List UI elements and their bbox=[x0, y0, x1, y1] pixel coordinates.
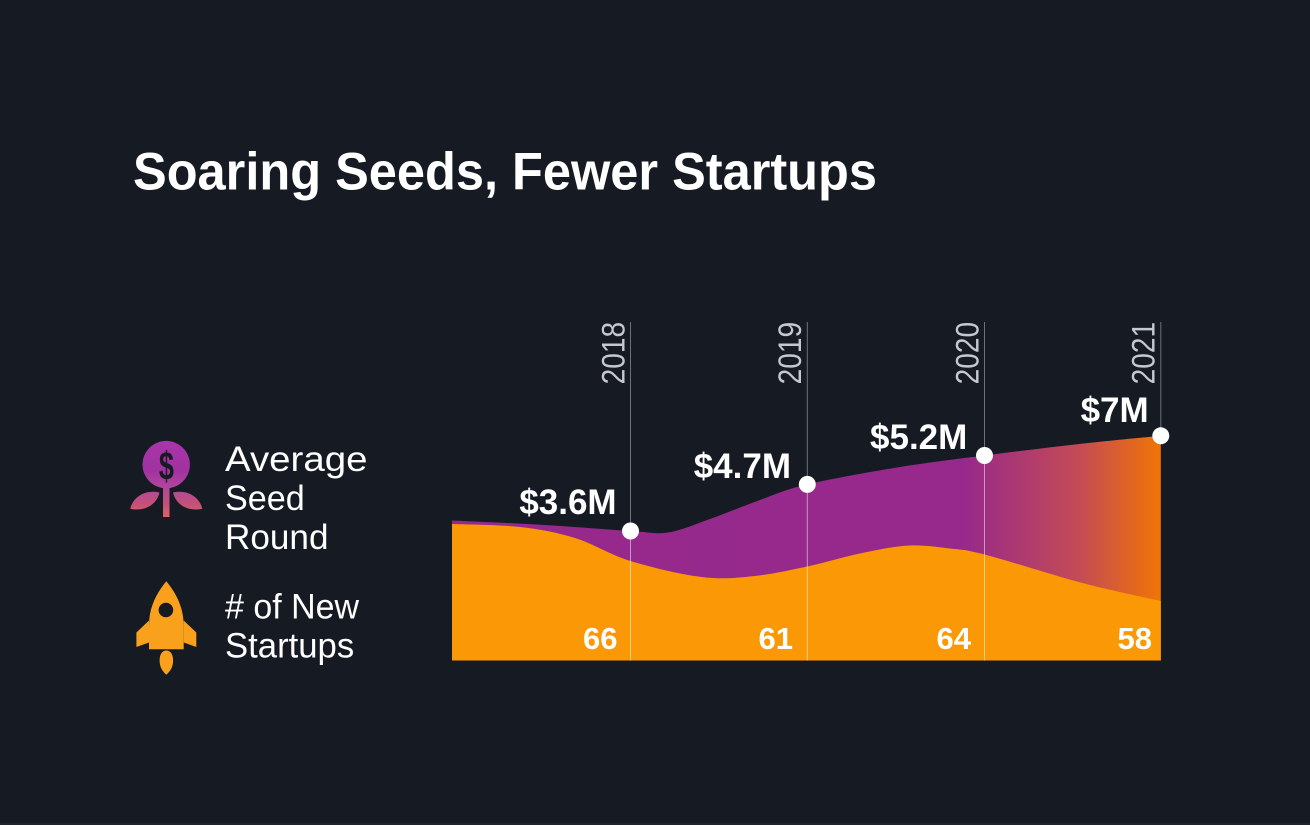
svg-text:$4.7M: $4.7M bbox=[694, 447, 791, 486]
svg-text:Average Seed Round: Average Seed Round bbox=[225, 440, 377, 557]
svg-text:$3.6M: $3.6M bbox=[519, 483, 616, 522]
svg-text:2020: 2020 bbox=[949, 322, 985, 385]
svg-text:# of New Startups: # of New Startups bbox=[225, 587, 369, 665]
svg-text:61: 61 bbox=[759, 621, 793, 656]
svg-text:$7M: $7M bbox=[1081, 391, 1149, 430]
svg-text:2018: 2018 bbox=[595, 322, 631, 385]
svg-text:58: 58 bbox=[1118, 621, 1152, 656]
svg-text:64: 64 bbox=[937, 621, 972, 656]
svg-text:$: $ bbox=[159, 445, 174, 489]
svg-text:66: 66 bbox=[583, 621, 617, 656]
svg-text:Soaring Seeds, Fewer Startups: Soaring Seeds, Fewer Startups bbox=[133, 143, 877, 202]
svg-text:$5.2M: $5.2M bbox=[870, 418, 967, 457]
svg-text:2019: 2019 bbox=[772, 322, 808, 385]
svg-text:2021: 2021 bbox=[1126, 322, 1162, 385]
